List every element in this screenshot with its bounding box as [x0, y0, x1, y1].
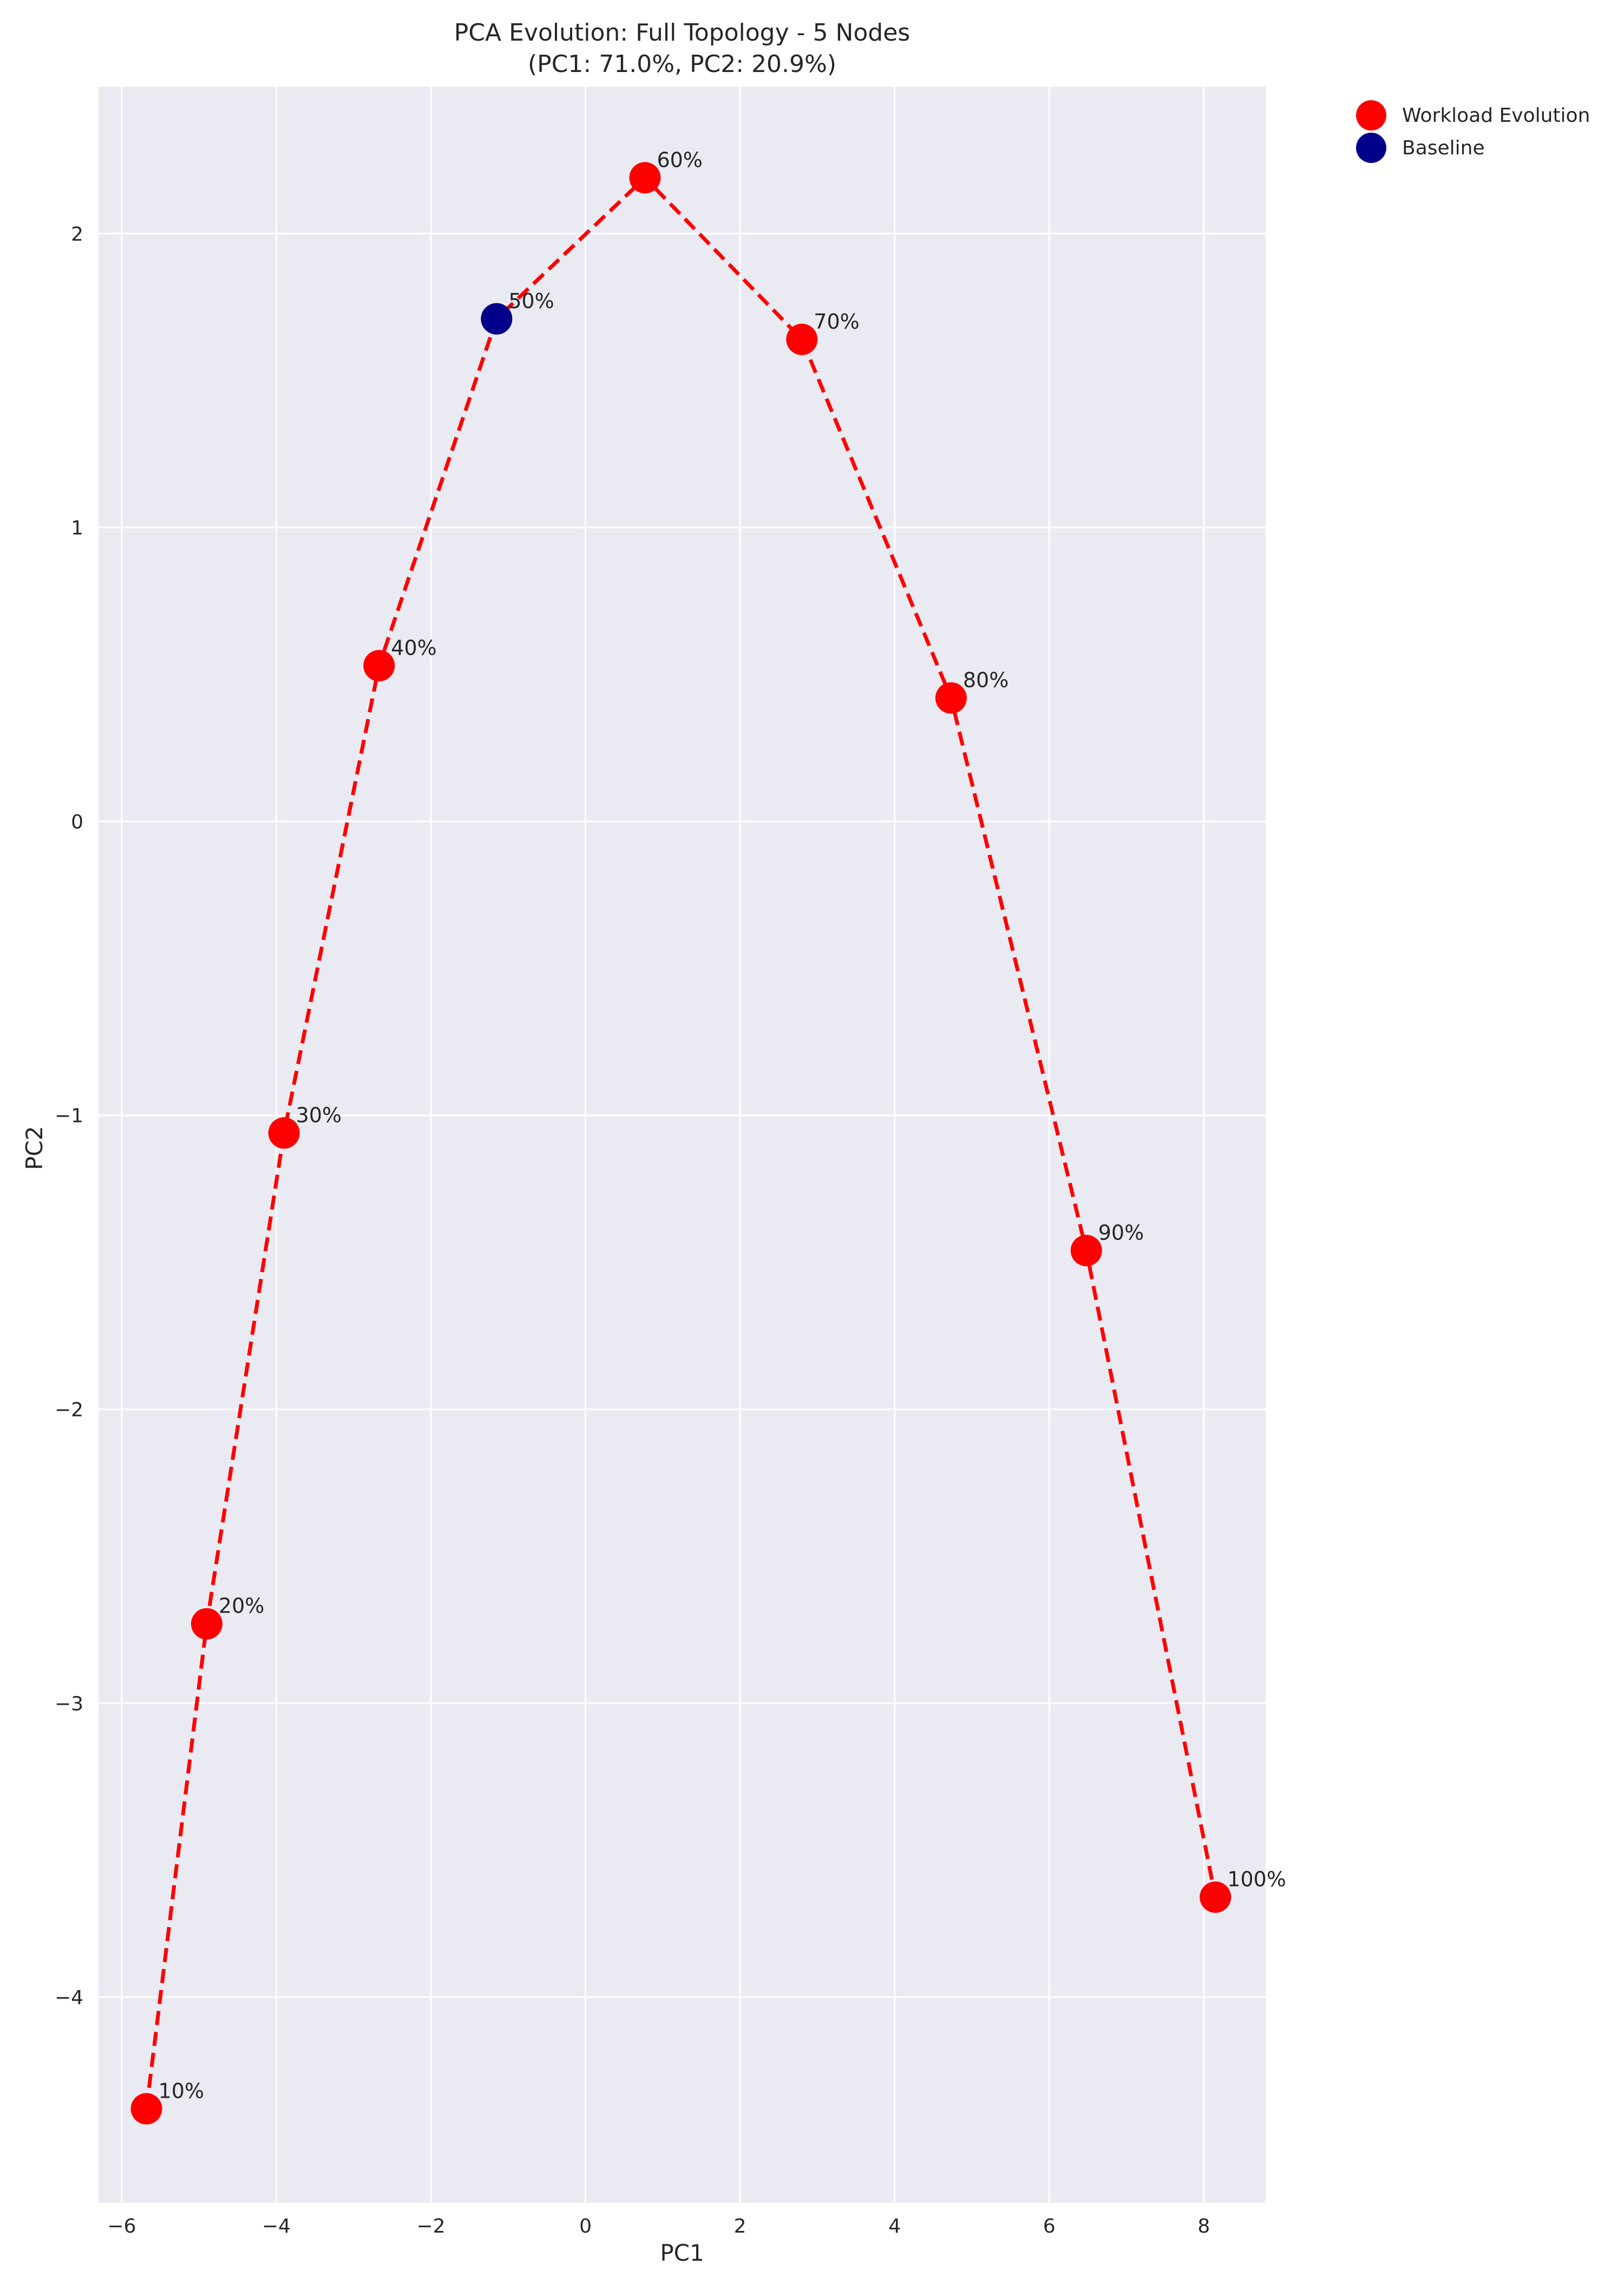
y-tick-label: 0	[71, 811, 83, 833]
point-label: 90%	[1098, 1221, 1144, 1244]
point-label-layer: 10% 20% 30% 40% 50% 60% 70% 80% 90% 100%	[159, 148, 1286, 2103]
series-layer	[130, 162, 1232, 2125]
plot-background	[99, 87, 1266, 2203]
x-tick-label: −2	[416, 2215, 445, 2237]
tick-layer: −6 −4 −2 0 2 4 6 8 −4 −3 −2 −1 0 1 2	[55, 223, 1210, 2237]
point-label: 100%	[1227, 1868, 1286, 1891]
workload-point	[363, 650, 395, 682]
x-tick-label: −6	[107, 2215, 136, 2237]
point-label: 30%	[296, 1103, 342, 1127]
point-label: 40%	[391, 636, 436, 660]
workload-point	[191, 1608, 222, 1640]
workload-point	[268, 1117, 300, 1149]
x-tick-label: 2	[734, 2215, 746, 2237]
legend-marker-workload	[1356, 100, 1386, 131]
workload-point	[130, 2093, 162, 2125]
y-axis-label: PC2	[21, 1126, 48, 1170]
x-axis-label: PC1	[660, 2240, 704, 2266]
x-tick-label: 8	[1197, 2215, 1210, 2237]
baseline-point	[481, 303, 513, 335]
chart-subtitle: (PC1: 71.0%, PC2: 20.9%)	[528, 50, 836, 78]
grid-layer	[99, 87, 1266, 2203]
x-tick-label: 6	[1043, 2215, 1056, 2237]
legend-label-workload: Workload Evolution	[1402, 105, 1590, 127]
y-tick-label: 2	[71, 223, 83, 245]
workload-point	[935, 682, 967, 714]
point-label: 50%	[508, 289, 554, 313]
workload-point	[1070, 1235, 1102, 1267]
legend: Workload Evolution Baseline	[1356, 100, 1590, 163]
workload-point	[786, 323, 818, 355]
point-label: 10%	[159, 2079, 204, 2103]
point-label: 80%	[963, 668, 1009, 692]
legend-label-baseline: Baseline	[1402, 137, 1485, 159]
y-tick-label: −1	[55, 1105, 83, 1127]
y-tick-label: −4	[55, 1987, 83, 2009]
point-label: 20%	[219, 1594, 264, 1618]
x-tick-label: 4	[888, 2215, 901, 2237]
y-tick-label: −3	[55, 1693, 83, 1715]
y-tick-label: −2	[55, 1399, 83, 1421]
workload-point	[629, 162, 661, 194]
chart-title: PCA Evolution: Full Topology - 5 Nodes	[454, 19, 910, 47]
workload-point	[1200, 1881, 1232, 1913]
workload-evolution-line	[145, 175, 1217, 2109]
x-tick-label: 0	[579, 2215, 592, 2237]
x-tick-label: −4	[262, 2215, 291, 2237]
point-label: 60%	[657, 148, 702, 172]
y-tick-label: 1	[71, 517, 83, 539]
point-label: 70%	[814, 310, 859, 334]
legend-marker-baseline	[1356, 133, 1386, 163]
